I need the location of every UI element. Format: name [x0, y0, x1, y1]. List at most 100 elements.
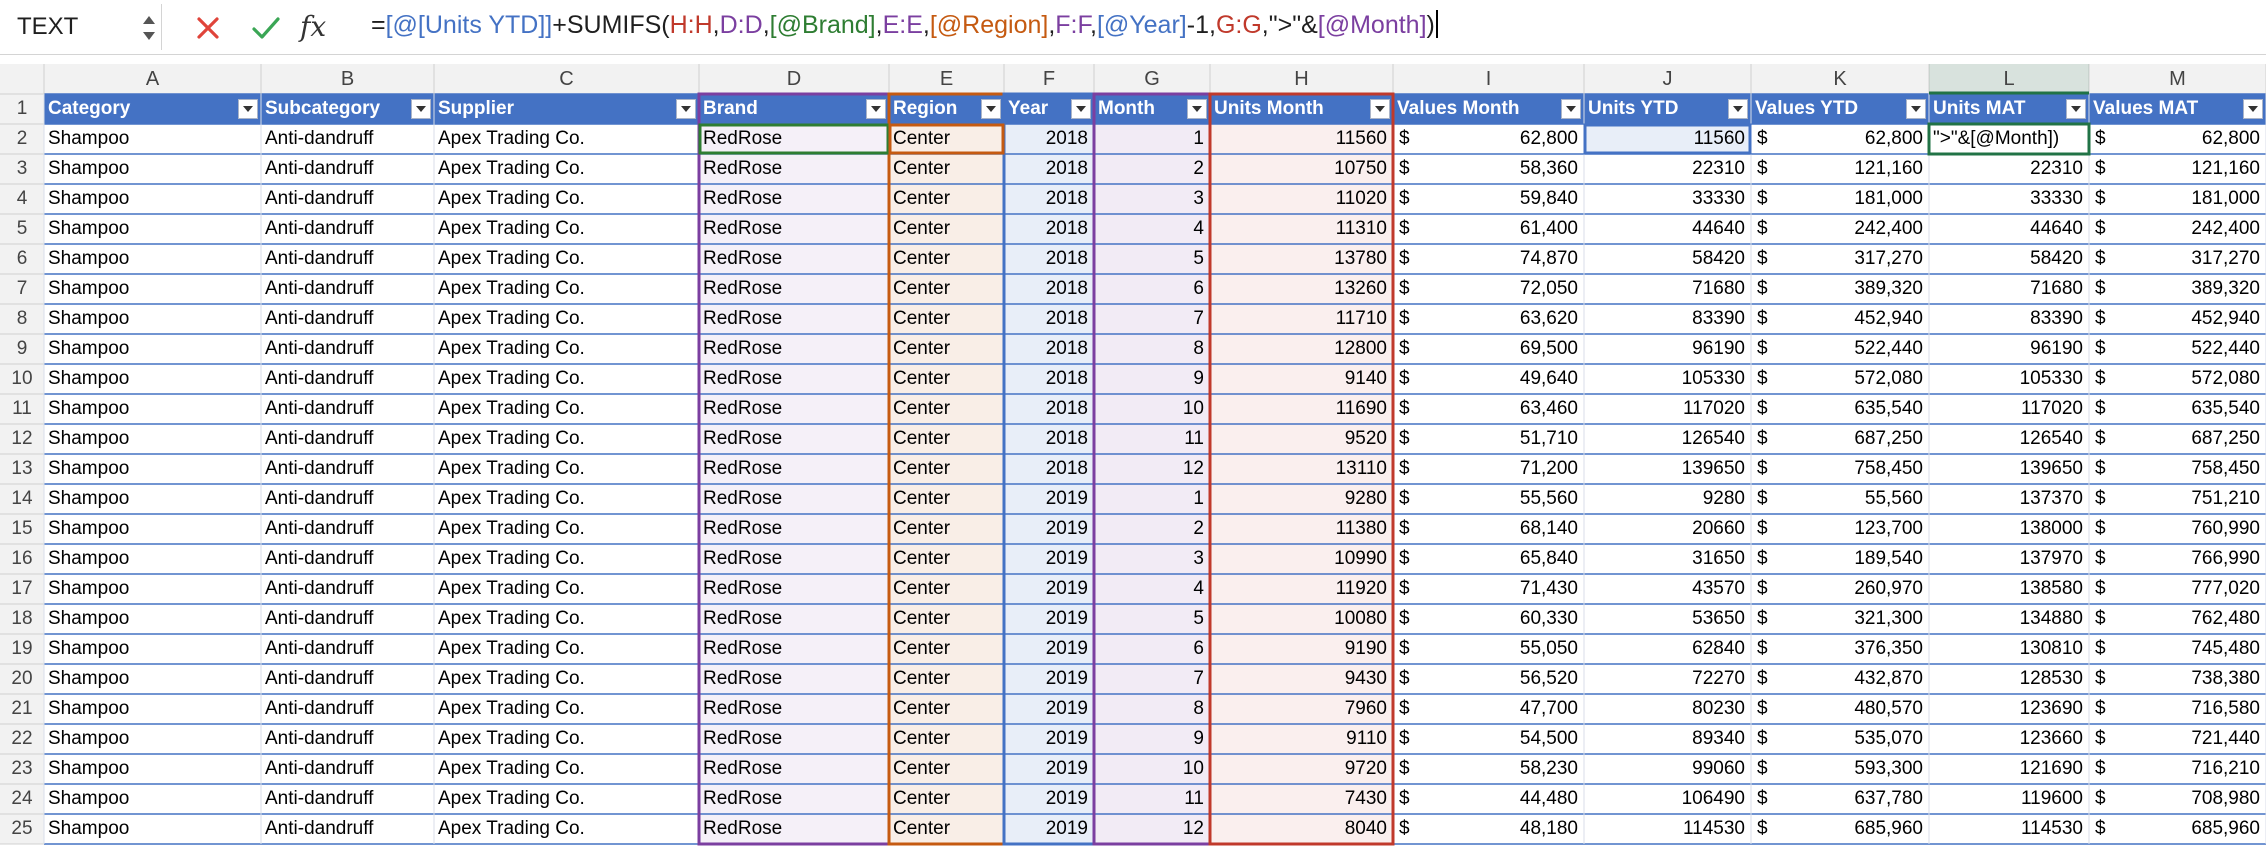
table-cell[interactable]: Anti-dandruff — [261, 694, 434, 724]
table-cell[interactable]: 33330 — [1584, 184, 1751, 214]
table-cell[interactable]: 9140 — [1210, 364, 1393, 394]
table-cell[interactable]: 2019 — [1004, 784, 1094, 814]
table-header-cell[interactable]: Category — [48, 98, 131, 119]
table-cell[interactable]: Center — [889, 274, 1004, 304]
table-cell[interactable]: Shampoo — [44, 394, 261, 424]
table-cell[interactable]: 106490 — [1584, 784, 1751, 814]
table-cell[interactable]: Anti-dandruff — [261, 814, 434, 844]
row-header[interactable]: 17 — [11, 578, 33, 599]
table-cell[interactable]: Anti-dandruff — [261, 364, 434, 394]
table-cell[interactable]: RedRose — [699, 364, 889, 394]
table-cell[interactable]: 13110 — [1210, 454, 1393, 484]
table-cell[interactable]: 11920 — [1210, 574, 1393, 604]
table-cell[interactable]: 11560 — [1584, 124, 1751, 154]
table-cell[interactable]: 139650 — [1584, 454, 1751, 484]
table-cell[interactable]: 8 — [1094, 334, 1210, 364]
table-cell[interactable]: Apex Trading Co. — [434, 664, 699, 694]
row-header[interactable]: 20 — [11, 668, 33, 689]
table-header-cell[interactable]: Subcategory — [265, 98, 381, 119]
table-cell[interactable]: 123690 — [1929, 694, 2089, 724]
table-cell[interactable]: 89340 — [1584, 724, 1751, 754]
table-cell[interactable]: Anti-dandruff — [261, 304, 434, 334]
table-cell[interactable]: 9280 — [1210, 484, 1393, 514]
table-cell[interactable]: 2019 — [1004, 634, 1094, 664]
table-cell[interactable]: 137370 — [1929, 484, 2089, 514]
table-cell[interactable]: Shampoo — [44, 814, 261, 844]
table-cell[interactable]: $71,430 — [1393, 574, 1584, 604]
table-cell[interactable]: 96190 — [1929, 334, 2089, 364]
filter-dropdown-icon[interactable] — [2066, 99, 2086, 119]
table-cell[interactable]: 11310 — [1210, 214, 1393, 244]
table-cell[interactable]: 53650 — [1584, 604, 1751, 634]
table-cell[interactable]: 13780 — [1210, 244, 1393, 274]
table-cell[interactable]: $56,520 — [1393, 664, 1584, 694]
table-cell[interactable]: Apex Trading Co. — [434, 604, 699, 634]
table-cell[interactable]: RedRose — [699, 184, 889, 214]
table-cell[interactable]: 119600 — [1929, 784, 2089, 814]
table-cell[interactable]: Center — [889, 244, 1004, 274]
table-cell[interactable]: 10750 — [1210, 154, 1393, 184]
table-cell[interactable]: Center — [889, 604, 1004, 634]
table-cell[interactable]: Center — [889, 754, 1004, 784]
filter-dropdown-icon[interactable] — [1370, 99, 1390, 119]
column-header-d[interactable]: D — [786, 68, 802, 90]
table-cell[interactable]: 128530 — [1929, 664, 2089, 694]
column-header-c[interactable]: C — [559, 68, 574, 90]
table-cell[interactable]: 2018 — [1004, 184, 1094, 214]
table-cell[interactable]: 22310 — [1929, 154, 2089, 184]
table-cell[interactable]: Anti-dandruff — [261, 544, 434, 574]
row-header[interactable]: 7 — [16, 278, 28, 299]
table-cell[interactable]: 2018 — [1004, 244, 1094, 274]
row-header[interactable]: 16 — [11, 548, 33, 569]
column-header-k[interactable]: K — [1833, 68, 1847, 90]
table-cell[interactable]: Apex Trading Co. — [434, 574, 699, 604]
column-header-a[interactable]: A — [145, 68, 160, 90]
table-cell[interactable]: 71680 — [1584, 274, 1751, 304]
table-cell[interactable]: 2018 — [1004, 424, 1094, 454]
table-cell[interactable]: $260,970 — [1751, 574, 1929, 604]
table-cell[interactable]: $242,400 — [2089, 214, 2266, 244]
table-cell[interactable]: $572,080 — [2089, 364, 2266, 394]
table-cell[interactable]: 3 — [1094, 544, 1210, 574]
table-cell[interactable]: Anti-dandruff — [261, 154, 434, 184]
table-cell[interactable]: 10080 — [1210, 604, 1393, 634]
table-cell[interactable]: 44640 — [1929, 214, 2089, 244]
column-header-l[interactable]: L — [2003, 68, 2015, 90]
table-cell[interactable]: $74,870 — [1393, 244, 1584, 274]
table-cell[interactable]: Apex Trading Co. — [434, 184, 699, 214]
table-cell[interactable]: Center — [889, 184, 1004, 214]
table-cell[interactable]: 9190 — [1210, 634, 1393, 664]
table-cell[interactable]: $708,980 — [2089, 784, 2266, 814]
table-cell[interactable]: 72270 — [1584, 664, 1751, 694]
row-header[interactable]: 8 — [16, 308, 28, 329]
table-cell[interactable]: Center — [889, 154, 1004, 184]
column-header-f[interactable]: F — [1042, 68, 1056, 90]
table-cell[interactable]: 58420 — [1584, 244, 1751, 274]
table-cell[interactable]: $389,320 — [2089, 274, 2266, 304]
table-cell[interactable]: Shampoo — [44, 724, 261, 754]
table-cell[interactable]: 126540 — [1929, 424, 2089, 454]
table-cell[interactable]: 105330 — [1584, 364, 1751, 394]
table-cell[interactable]: Center — [889, 544, 1004, 574]
table-cell[interactable]: 83390 — [1584, 304, 1751, 334]
table-cell[interactable]: $62,800 — [1393, 124, 1584, 154]
table-cell[interactable]: $687,250 — [2089, 424, 2266, 454]
table-cell[interactable]: $61,400 — [1393, 214, 1584, 244]
table-cell[interactable]: $762,480 — [2089, 604, 2266, 634]
table-cell[interactable]: $432,870 — [1751, 664, 1929, 694]
table-cell[interactable]: RedRose — [699, 604, 889, 634]
name-box[interactable]: TEXT — [0, 4, 162, 50]
table-cell[interactable]: 105330 — [1929, 364, 2089, 394]
table-cell[interactable]: 2018 — [1004, 454, 1094, 484]
table-cell[interactable]: $452,940 — [1751, 304, 1929, 334]
table-cell[interactable]: $69,500 — [1393, 334, 1584, 364]
table-cell[interactable]: 13260 — [1210, 274, 1393, 304]
table-cell[interactable]: $480,570 — [1751, 694, 1929, 724]
table-cell[interactable]: RedRose — [699, 304, 889, 334]
row-header[interactable]: 5 — [16, 218, 28, 239]
table-cell[interactable]: $452,940 — [2089, 304, 2266, 334]
table-cell[interactable]: $522,440 — [1751, 334, 1929, 364]
table-cell[interactable]: 20660 — [1584, 514, 1751, 544]
table-cell[interactable]: Apex Trading Co. — [434, 694, 699, 724]
table-cell[interactable]: 43570 — [1584, 574, 1751, 604]
